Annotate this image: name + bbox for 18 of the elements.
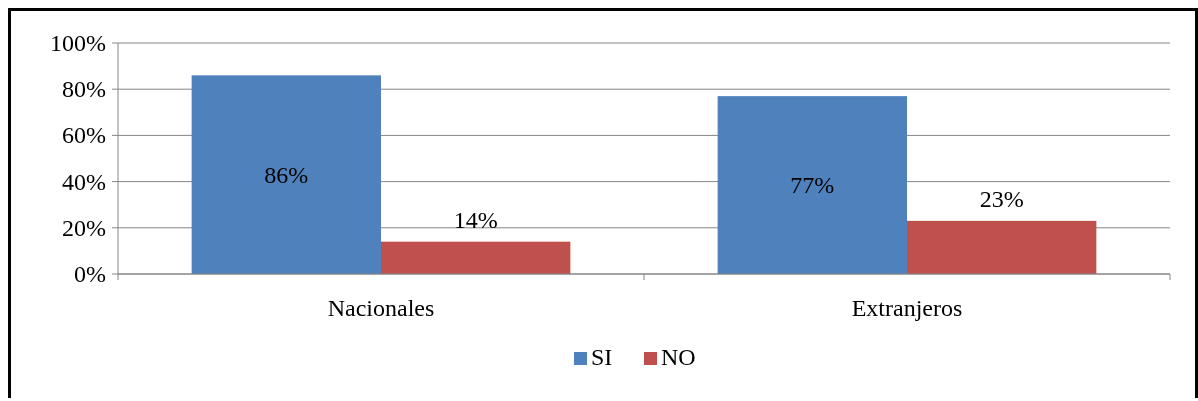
y-tick-label: 0% xyxy=(74,261,106,287)
data-label: 77% xyxy=(790,172,835,199)
bar xyxy=(907,220,1097,274)
y-tick-label: 40% xyxy=(62,168,106,195)
bar xyxy=(717,96,907,274)
data-label: 23% xyxy=(979,185,1024,212)
legend-label: NO xyxy=(661,344,696,370)
legend-label: SI xyxy=(591,344,613,370)
data-label: 86% xyxy=(264,161,309,188)
x-tick-label: Extranjeros xyxy=(851,295,963,321)
bar xyxy=(191,75,381,274)
y-tick-label: 60% xyxy=(62,122,106,149)
y-tick-label: 100% xyxy=(50,30,106,56)
data-label: 14% xyxy=(453,206,498,233)
y-tick-label: 20% xyxy=(62,214,106,241)
bar xyxy=(381,241,571,274)
x-tick-label: Nacionales xyxy=(327,295,435,321)
y-tick-label: 80% xyxy=(62,76,106,103)
